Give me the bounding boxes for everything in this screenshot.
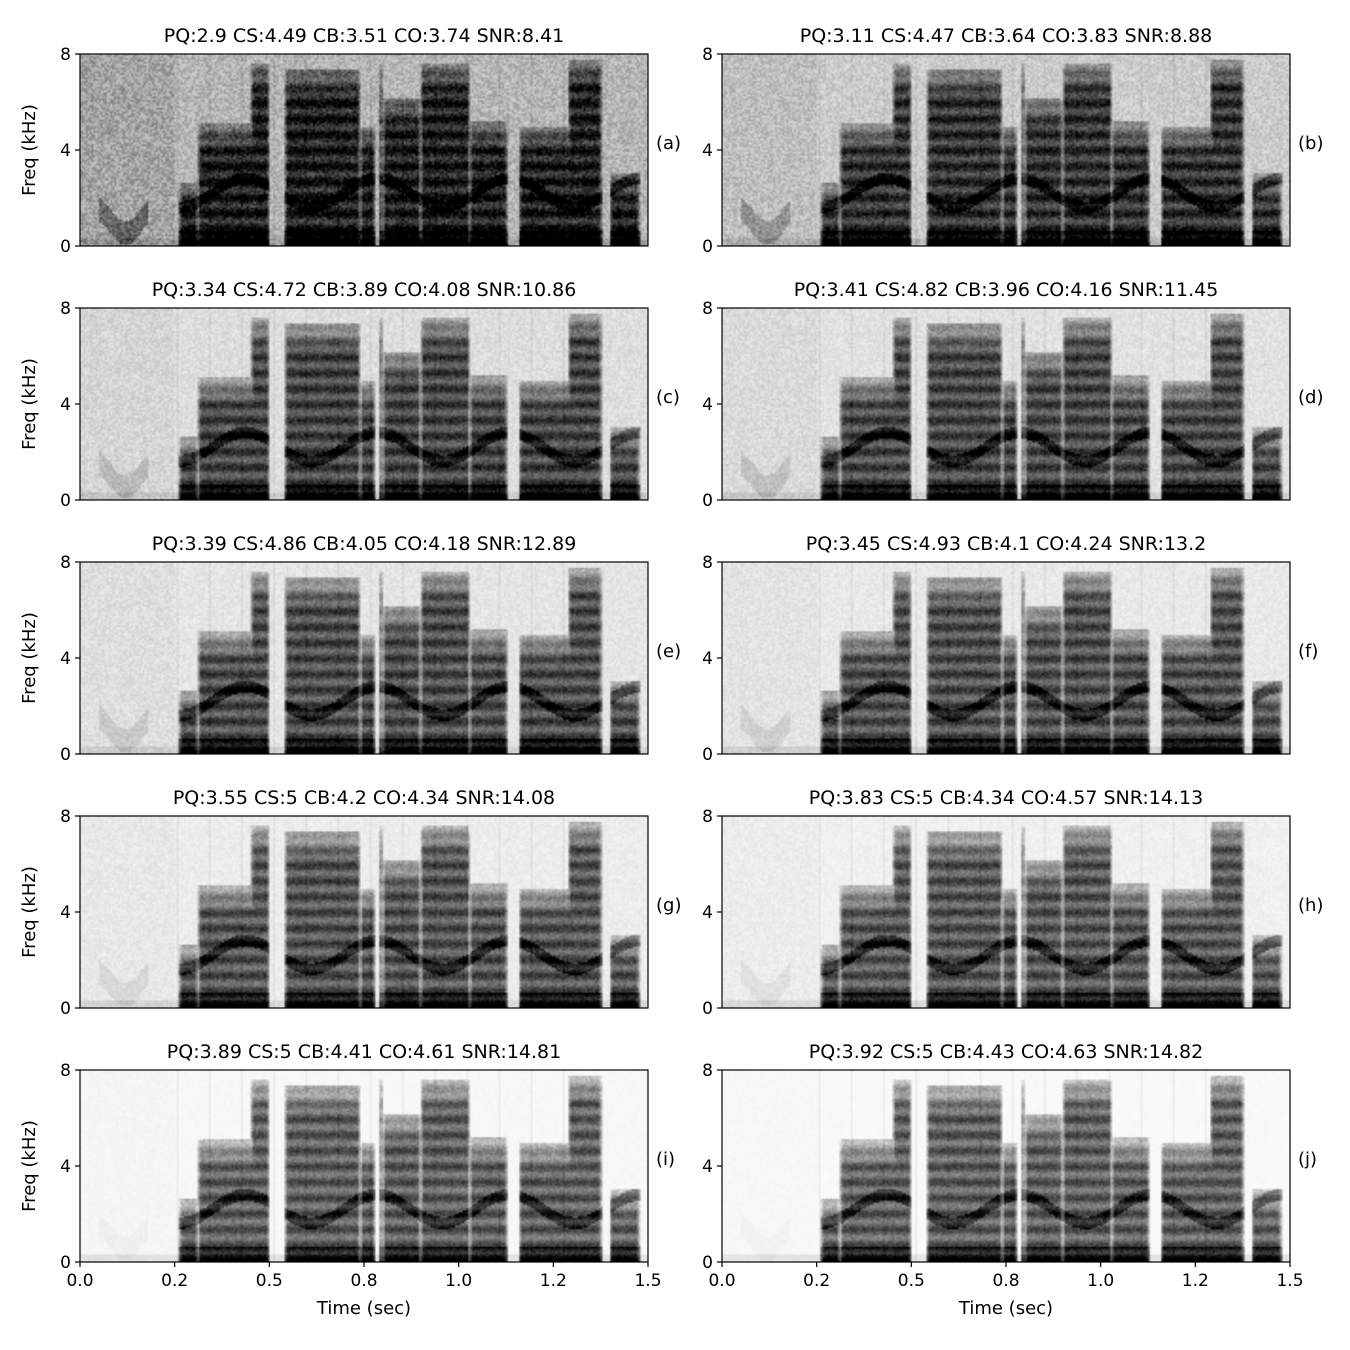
spectrogram-image (722, 562, 1290, 754)
y-tick-label: 0 (60, 491, 71, 511)
spectrogram-panel-d: PQ:3.41 CS:4.82 CB:3.96 CO:4.16 SNR:11.4… (702, 279, 1323, 511)
y-tick-label: 4 (60, 1157, 71, 1177)
x-tick-label: 0.5 (256, 1271, 283, 1291)
x-tick-label: 0.2 (803, 1271, 830, 1291)
y-tick-label: 4 (60, 395, 71, 415)
panel-title: PQ:3.34 CS:4.72 CB:3.89 CO:4.08 SNR:10.8… (152, 279, 577, 301)
y-tick-label: 0 (60, 237, 71, 257)
panel-title: PQ:3.92 CS:5 CB:4.43 CO:4.63 SNR:14.82 (809, 1041, 1203, 1063)
y-axis-label: Freq (kHz) (19, 1120, 40, 1212)
y-tick-label: 8 (60, 553, 71, 573)
panel-tag: (f) (1298, 641, 1318, 662)
spectrogram-image (722, 816, 1290, 1008)
spectrogram-panel-b: PQ:3.11 CS:4.47 CB:3.64 CO:3.83 SNR:8.88… (702, 25, 1323, 257)
panel-title: PQ:3.55 CS:5 CB:4.2 CO:4.34 SNR:14.08 (173, 787, 555, 809)
panel-tag: (h) (1298, 895, 1323, 916)
x-tick-label: 1.2 (540, 1271, 567, 1291)
x-tick-label: 0.2 (161, 1271, 188, 1291)
y-tick-label: 0 (60, 1253, 71, 1273)
x-tick-label: 1.2 (1182, 1271, 1209, 1291)
panel-tag: (g) (656, 895, 681, 916)
panel-tag: (d) (1298, 387, 1323, 408)
panel-title: PQ:3.41 CS:4.82 CB:3.96 CO:4.16 SNR:11.4… (794, 279, 1219, 301)
panel-title: PQ:3.39 CS:4.86 CB:4.05 CO:4.18 SNR:12.8… (152, 533, 577, 555)
panel-tag: (b) (1298, 133, 1323, 154)
y-tick-label: 8 (60, 45, 71, 65)
spectrogram-panel-c: PQ:3.34 CS:4.72 CB:3.89 CO:4.08 SNR:10.8… (19, 279, 680, 511)
y-tick-label: 0 (702, 491, 713, 511)
y-tick-label: 4 (702, 649, 713, 669)
spectrogram-panel-f: PQ:3.45 CS:4.93 CB:4.1 CO:4.24 SNR:13.2 0… (702, 533, 1318, 765)
spectrogram-image (722, 1070, 1290, 1262)
y-axis-label: Freq (kHz) (19, 104, 40, 196)
panel-tag: (j) (1298, 1149, 1317, 1170)
y-tick-label: 8 (60, 299, 71, 319)
panel-tag: (c) (656, 387, 680, 408)
spectrogram-image (80, 308, 648, 500)
spectrogram-panel-g: PQ:3.55 CS:5 CB:4.2 CO:4.34 SNR:14.08 0 4 8… (19, 787, 681, 1019)
x-tick-label: 1.0 (1087, 1271, 1114, 1291)
panel-title: PQ:3.45 CS:4.93 CB:4.1 CO:4.24 SNR:13.2 (806, 533, 1206, 555)
panel-title: PQ:2.9 CS:4.49 CB:3.51 CO:3.74 SNR:8.41 (164, 25, 564, 47)
y-tick-label: 0 (702, 1253, 713, 1273)
x-tick-label: 0.0 (708, 1271, 735, 1291)
panel-title: PQ:3.83 CS:5 CB:4.34 CO:4.57 SNR:14.13 (809, 787, 1203, 809)
y-tick-label: 8 (60, 1061, 71, 1081)
y-axis-label: Freq (kHz) (19, 866, 40, 958)
y-tick-label: 4 (60, 649, 71, 669)
x-tick-label: 1.5 (1276, 1271, 1303, 1291)
x-tick-label: 1.5 (634, 1271, 661, 1291)
x-tick-label: 0.8 (350, 1271, 377, 1291)
y-tick-label: 0 (60, 999, 71, 1019)
y-tick-label: 0 (60, 745, 71, 765)
spectrogram-image (80, 816, 648, 1008)
spectrogram-panel-h: PQ:3.83 CS:5 CB:4.34 CO:4.57 SNR:14.13 0 4… (702, 787, 1323, 1019)
spectrogram-image (80, 1070, 648, 1262)
spectrogram-image (80, 562, 648, 754)
x-tick-label: 0.5 (898, 1271, 925, 1291)
panel-tag: (a) (656, 133, 681, 154)
y-tick-label: 0 (702, 237, 713, 257)
panel-tag: (i) (656, 1149, 675, 1170)
y-tick-label: 8 (702, 299, 713, 319)
spectrogram-image (722, 54, 1290, 246)
spectrogram-image (80, 54, 648, 246)
y-tick-label: 8 (702, 553, 713, 573)
y-tick-label: 8 (60, 807, 71, 827)
y-tick-label: 4 (702, 141, 713, 161)
panel-title: PQ:3.89 CS:5 CB:4.41 CO:4.61 SNR:14.81 (167, 1041, 561, 1063)
panel-tag: (e) (656, 641, 681, 662)
y-tick-label: 8 (702, 45, 713, 65)
spectrogram-image (722, 308, 1290, 500)
panel-title: PQ:3.11 CS:4.47 CB:3.64 CO:3.83 SNR:8.88 (800, 25, 1213, 47)
panels-group: PQ:2.9 CS:4.49 CB:3.51 CO:3.74 SNR:8.41 0… (19, 25, 1323, 1319)
x-axis-label: Time (sec) (958, 1298, 1053, 1319)
x-tick-label: 0.0 (66, 1271, 93, 1291)
y-tick-label: 0 (702, 999, 713, 1019)
x-tick-label: 0.8 (992, 1271, 1019, 1291)
x-tick-label: 1.0 (445, 1271, 472, 1291)
y-axis-label: Freq (kHz) (19, 612, 40, 704)
y-tick-label: 8 (702, 807, 713, 827)
y-tick-label: 8 (702, 1061, 713, 1081)
spectrogram-panel-j: PQ:3.92 CS:5 CB:4.43 CO:4.63 SNR:14.82 0 4… (702, 1041, 1317, 1319)
y-tick-label: 4 (702, 903, 713, 923)
y-tick-label: 4 (702, 395, 713, 415)
spectrogram-panel-i: PQ:3.89 CS:5 CB:4.41 CO:4.61 SNR:14.81 0 4… (19, 1041, 675, 1319)
y-tick-label: 4 (60, 141, 71, 161)
spectrogram-panel-a: PQ:2.9 CS:4.49 CB:3.51 CO:3.74 SNR:8.41 0… (19, 25, 681, 257)
spectrogram-panel-e: PQ:3.39 CS:4.86 CB:4.05 CO:4.18 SNR:12.8… (19, 533, 681, 765)
y-tick-label: 4 (60, 903, 71, 923)
y-tick-label: 0 (702, 745, 713, 765)
x-axis-label: Time (sec) (316, 1298, 411, 1319)
y-tick-label: 4 (702, 1157, 713, 1177)
y-axis-label: Freq (kHz) (19, 358, 40, 450)
